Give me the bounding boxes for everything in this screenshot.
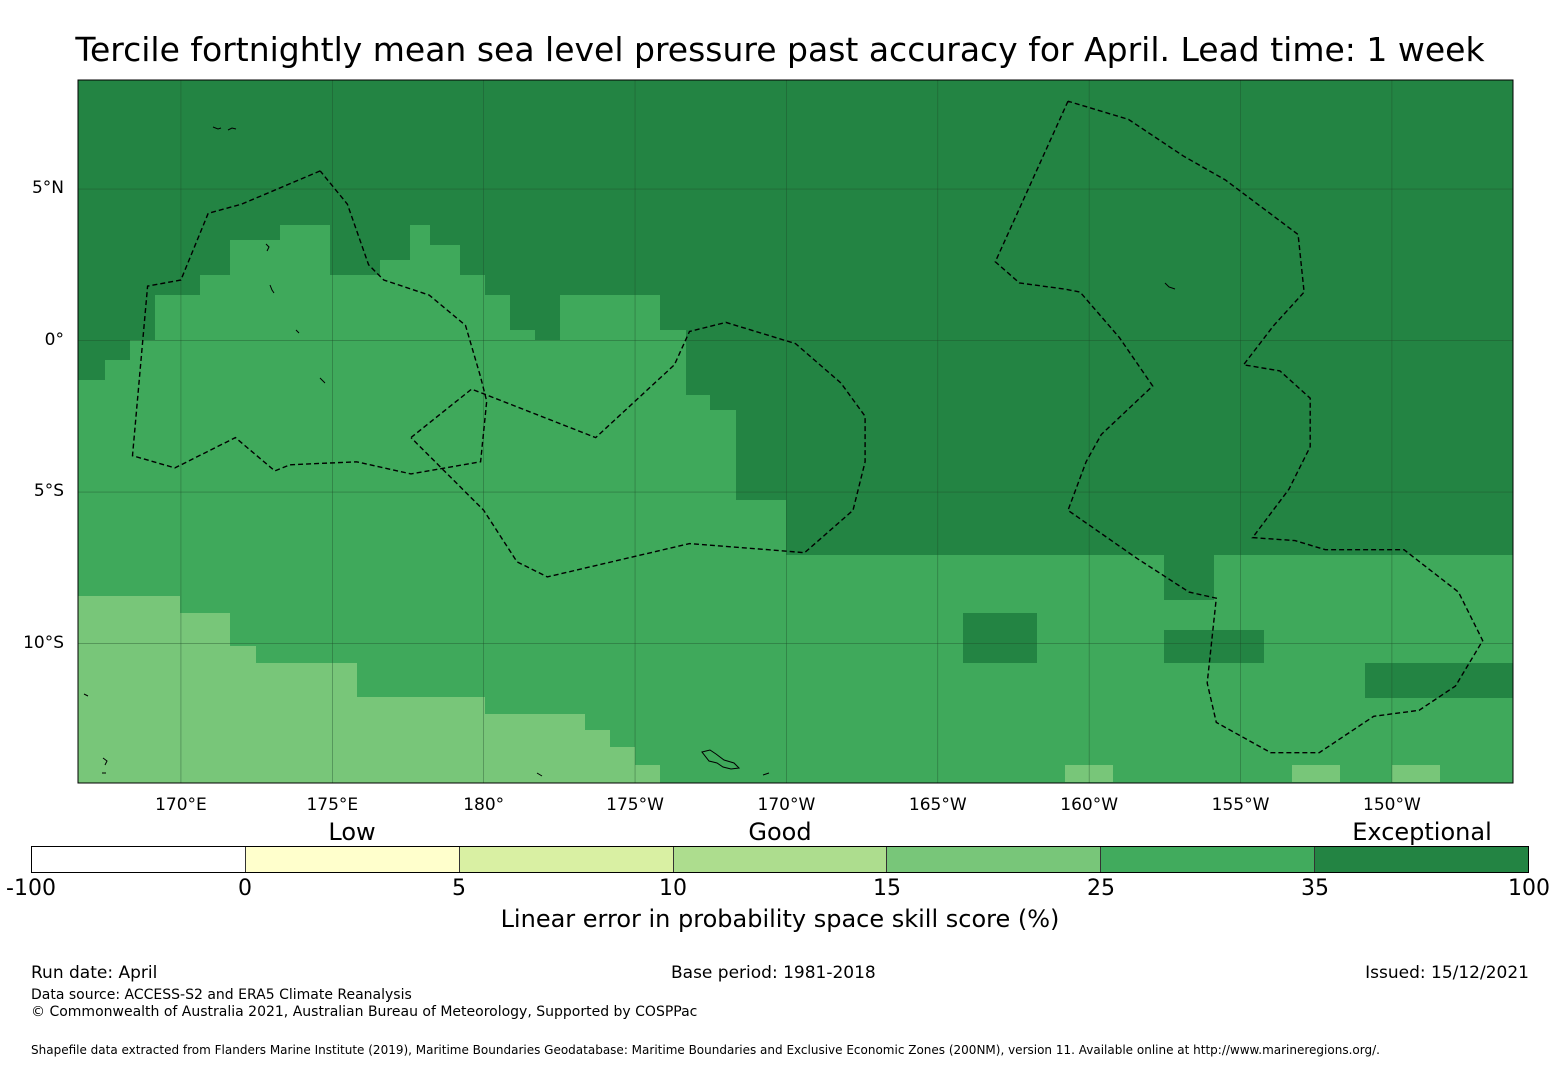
copyright: © Commonwealth of Australia 2021, Austra… bbox=[31, 1004, 698, 1020]
map-frame bbox=[77, 79, 1514, 784]
island-outline bbox=[227, 127, 237, 131]
eez-boundary bbox=[131, 170, 488, 475]
lon-tick-label: 170°W bbox=[757, 795, 816, 815]
island-outline bbox=[102, 757, 108, 766]
eez-boundary bbox=[410, 321, 866, 578]
skill-cell-high bbox=[963, 613, 1037, 663]
islands bbox=[83, 126, 1176, 777]
colorbar-tick-label: 15 bbox=[873, 876, 901, 901]
colorbar-label: Linear error in probability space skill … bbox=[500, 905, 1060, 933]
issued-date: Issued: 15/12/2021 bbox=[1365, 963, 1529, 983]
colorbar-band-label: Low bbox=[328, 818, 376, 846]
colorbar-tick-label: 100 bbox=[1508, 876, 1550, 901]
exceptional-skill-region bbox=[78, 80, 1513, 698]
island-outline bbox=[212, 126, 222, 130]
lon-tick-label: 150°W bbox=[1363, 795, 1421, 815]
graticule bbox=[78, 80, 1513, 783]
colorbar-tick-label: 5 bbox=[452, 876, 466, 901]
island-outline bbox=[269, 284, 275, 294]
lon-tick-label: 170°E bbox=[155, 795, 207, 815]
lon-tick-label: 180° bbox=[463, 795, 505, 815]
lon-tick-label: 175°W bbox=[606, 795, 664, 815]
skill-cell-high bbox=[1365, 663, 1513, 698]
colorbar-band-label: Exceptional bbox=[1352, 818, 1492, 846]
island-outline bbox=[701, 749, 741, 770]
colorbar-tick-label: 0 bbox=[238, 876, 252, 901]
colorbar-band-label: Good bbox=[748, 818, 812, 846]
skill-cell-moderate bbox=[1392, 765, 1440, 782]
lat-tick-label: 5°S bbox=[33, 481, 64, 502]
base-period: Base period: 1981-2018 bbox=[671, 963, 876, 983]
colorbar-segment bbox=[887, 847, 1102, 872]
island-outline bbox=[1164, 282, 1176, 290]
moderate-skill-region bbox=[78, 596, 1440, 783]
colorbar-segment bbox=[1315, 847, 1529, 872]
lon-tick-label: 160°W bbox=[1060, 795, 1119, 815]
colorbar-tick-label: -100 bbox=[6, 876, 56, 901]
skill-cell-high bbox=[1164, 555, 1214, 600]
map-title: Tercile fortnightly mean sea level press… bbox=[75, 30, 1485, 69]
island-outline bbox=[536, 772, 543, 777]
colorbar bbox=[31, 846, 1529, 873]
eez-boundaries bbox=[131, 100, 1484, 754]
colorbar-segment bbox=[459, 847, 674, 872]
colorbar-segment bbox=[1101, 847, 1316, 872]
colorbar-segment bbox=[673, 847, 888, 872]
run-date: Run date: April bbox=[31, 963, 158, 983]
exceptional-skill-area bbox=[78, 80, 1513, 555]
island-outline bbox=[319, 377, 326, 384]
shapefile-credit: Shapefile data extracted from Flanders M… bbox=[31, 1043, 1380, 1057]
skill-cell-moderate bbox=[1292, 765, 1340, 782]
colorbar-tick-label: 25 bbox=[1087, 876, 1115, 901]
colorbar-segment bbox=[32, 847, 246, 872]
eez-boundary bbox=[994, 100, 1484, 754]
lat-tick-label: 5°N bbox=[31, 178, 64, 199]
colorbar-tick-label: 10 bbox=[659, 876, 687, 901]
island-outline bbox=[265, 243, 270, 252]
colorbar-segment bbox=[245, 847, 460, 872]
lon-tick-label: 155°W bbox=[1211, 795, 1270, 815]
lon-tick-label: 165°W bbox=[908, 795, 967, 815]
island-outline bbox=[83, 693, 89, 697]
island-outline bbox=[295, 329, 300, 334]
skill-cell-high bbox=[1164, 630, 1264, 663]
data-source: Data source: ACCESS-S2 and ERA5 Climate … bbox=[31, 987, 412, 1003]
colorbar-tick-label: 35 bbox=[1301, 876, 1329, 901]
lon-tick-label: 175°E bbox=[306, 795, 359, 815]
lat-tick-label: 0° bbox=[44, 329, 64, 350]
island-outline bbox=[762, 772, 770, 776]
moderate-skill-area bbox=[78, 596, 660, 783]
lat-tick-label: 10°S bbox=[23, 632, 64, 653]
